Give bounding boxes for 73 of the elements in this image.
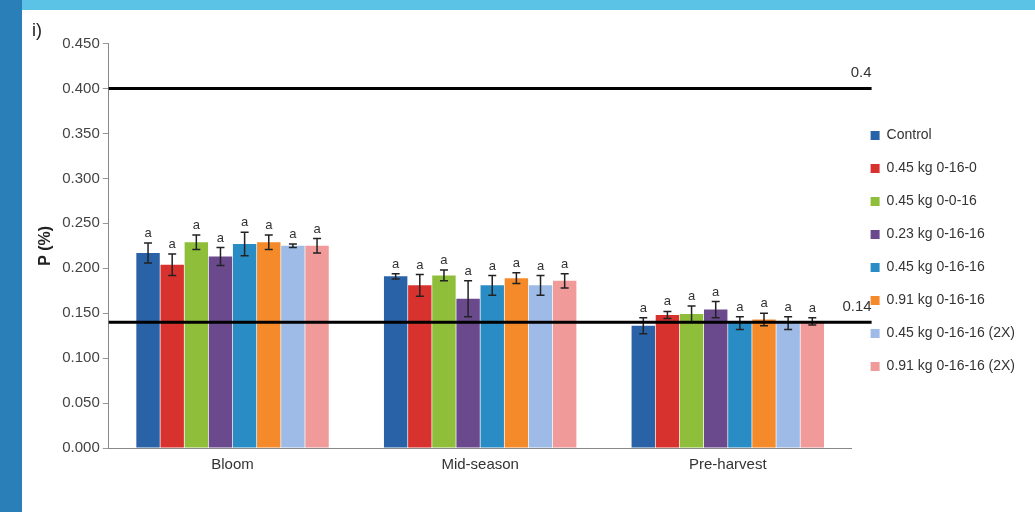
x-tick-label: Bloom (211, 455, 254, 473)
data-label: a (416, 256, 425, 272)
bar (408, 285, 432, 448)
data-label: a (265, 217, 274, 233)
data-label: a (663, 293, 672, 309)
data-label: a (464, 262, 473, 278)
data-label: a (289, 226, 298, 242)
bar (257, 242, 281, 448)
bar (232, 244, 257, 448)
ref-line-label: 0.14 (842, 296, 872, 314)
y-tick-label: 0.150 (62, 303, 100, 321)
bar (456, 298, 480, 448)
data-label: a (639, 299, 648, 315)
data-label: a (687, 288, 696, 304)
data-label: a (808, 299, 817, 315)
bar (728, 323, 752, 448)
data-label: a (536, 257, 545, 273)
data-label: a (784, 298, 793, 314)
bar (704, 309, 728, 448)
ref-line-label: 0.4 (850, 63, 872, 81)
bar (160, 264, 184, 448)
y-tick-label: 0.100 (62, 348, 100, 366)
bar (504, 278, 529, 448)
y-axis-title: P (%) (36, 225, 54, 266)
bar (800, 321, 824, 448)
data-label: a (168, 235, 177, 251)
legend-label: 0.45 kg 0-16-16 (2X) (886, 324, 1015, 341)
bar (752, 319, 776, 448)
data-label: a (216, 229, 225, 245)
y-tick-label: 0.300 (62, 168, 100, 186)
data-label: a (736, 298, 745, 314)
data-label: a (241, 214, 249, 230)
x-tick-label: Pre-harvest (689, 455, 768, 473)
bar (679, 314, 704, 448)
bar (305, 245, 329, 448)
y-tick-label: 0.450 (62, 33, 100, 51)
data-label: a (561, 255, 570, 271)
bar (552, 280, 577, 448)
y-tick-label: 0.050 (62, 393, 100, 411)
data-label: a (392, 255, 401, 271)
bar (208, 256, 233, 448)
data-label: a (760, 295, 769, 311)
legend-label: 0.45 kg 0-16-16 (886, 258, 985, 275)
data-label: a (712, 283, 721, 299)
legend-label: 0.91 kg 0-16-16 (2X) (886, 357, 1015, 374)
legend-label: 0.23 kg 0-16-16 (886, 225, 985, 242)
y-tick-label: 0.250 (62, 213, 100, 231)
bar (184, 242, 209, 448)
chart-title: i) (32, 19, 42, 40)
y-tick-label: 0.000 (62, 438, 100, 456)
bar (432, 275, 456, 448)
bar (528, 285, 553, 448)
bar (480, 285, 504, 448)
y-tick-label: 0.350 (62, 123, 100, 141)
legend-label: Control (886, 126, 932, 143)
data-label: a (144, 225, 153, 241)
data-label: a (192, 217, 201, 233)
bar (631, 325, 655, 448)
legend-label: 0.45 kg 0-16-0 (886, 159, 978, 176)
legend-label: 0.45 kg 0-0-16 (886, 192, 978, 209)
data-label: a (313, 220, 322, 236)
legend-label: 0.91 kg 0-16-16 (886, 291, 985, 308)
bar (383, 276, 408, 448)
y-tick-label: 0.400 (62, 78, 100, 96)
y-tick-label: 0.200 (62, 258, 100, 276)
bar (776, 323, 800, 448)
data-label: a (488, 257, 497, 273)
bar (136, 252, 160, 448)
x-tick-label: Mid-season (441, 455, 519, 473)
data-label: a (512, 254, 521, 270)
bar (655, 315, 680, 448)
data-label: a (440, 252, 449, 268)
bar (281, 245, 305, 448)
